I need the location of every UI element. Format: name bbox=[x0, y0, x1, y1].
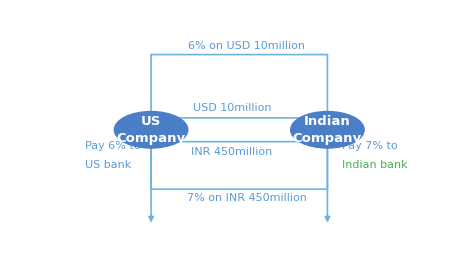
Text: USD 10million: USD 10million bbox=[192, 103, 271, 113]
Ellipse shape bbox=[291, 112, 364, 148]
Text: 7% on INR 450million: 7% on INR 450million bbox=[187, 193, 307, 203]
Text: Indian bank: Indian bank bbox=[342, 160, 408, 170]
Text: INR 450million: INR 450million bbox=[191, 146, 273, 157]
Text: US bank: US bank bbox=[85, 160, 131, 170]
Text: Indian
Company: Indian Company bbox=[293, 115, 362, 145]
Ellipse shape bbox=[114, 112, 188, 148]
Text: Pay 6% to: Pay 6% to bbox=[85, 141, 140, 151]
Text: Pay 7% to: Pay 7% to bbox=[342, 141, 398, 151]
Text: US
Company: US Company bbox=[117, 115, 186, 145]
Text: 6% on USD 10million: 6% on USD 10million bbox=[188, 41, 305, 51]
